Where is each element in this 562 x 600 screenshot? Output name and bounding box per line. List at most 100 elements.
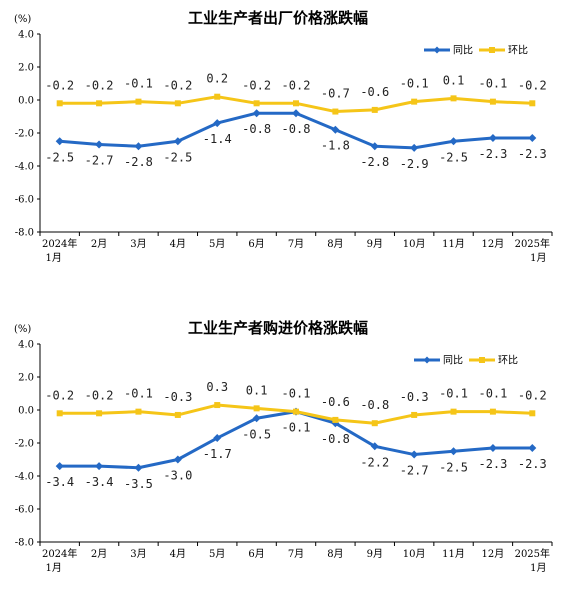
legend-marker bbox=[423, 356, 431, 364]
y-tick-label: -2.0 bbox=[15, 439, 34, 450]
data-point bbox=[529, 100, 536, 107]
data-label: -0.1 bbox=[282, 421, 311, 435]
data-point bbox=[450, 95, 457, 102]
data-label: -0.8 bbox=[282, 122, 311, 136]
y-tick-label: -8.0 bbox=[15, 228, 34, 239]
x-tick-label: 11月 bbox=[442, 238, 465, 250]
data-point bbox=[135, 408, 142, 415]
x-tick-label: 9月 bbox=[367, 548, 383, 560]
legend-label: 环比 bbox=[508, 45, 528, 57]
legend: 同比 环比 bbox=[414, 355, 518, 367]
x-tick-label: 11月 bbox=[442, 548, 465, 560]
data-point bbox=[410, 143, 419, 152]
x-tick-label: 2月 bbox=[91, 548, 107, 560]
data-label: 0.3 bbox=[206, 380, 228, 394]
x-tick-label: 1月 bbox=[530, 562, 546, 574]
x-tick-label: 7月 bbox=[288, 548, 304, 560]
data-label: -0.8 bbox=[242, 122, 271, 136]
legend-label: 环比 bbox=[498, 355, 518, 367]
data-label: -0.8 bbox=[321, 432, 350, 446]
x-tick-label: 8月 bbox=[327, 548, 343, 560]
data-label: -0.2 bbox=[85, 388, 114, 402]
x-tick-label: 2025年 bbox=[515, 547, 550, 560]
data-point bbox=[449, 447, 458, 456]
x-tick-label: 1月 bbox=[530, 252, 546, 264]
data-label: 0.2 bbox=[206, 72, 228, 86]
x-tick-label: 3月 bbox=[130, 548, 146, 560]
data-label: -0.7 bbox=[321, 87, 350, 101]
data-label: -2.9 bbox=[400, 157, 429, 171]
x-tick-label: 9月 bbox=[367, 238, 383, 250]
y-tick-label: -4.0 bbox=[15, 472, 34, 483]
data-label: -2.7 bbox=[85, 154, 114, 168]
data-point bbox=[292, 109, 300, 118]
x-tick-label: 6月 bbox=[248, 548, 264, 560]
data-point bbox=[450, 408, 457, 415]
data-point bbox=[134, 142, 143, 151]
y-tick-label: -8.0 bbox=[15, 538, 34, 549]
data-point bbox=[293, 100, 299, 107]
legend-marker bbox=[433, 46, 441, 54]
data-point bbox=[489, 408, 496, 415]
data-point bbox=[174, 100, 181, 107]
data-point bbox=[134, 463, 143, 472]
x-tick-label: 10月 bbox=[403, 238, 426, 250]
ppi-chart: 工业生产者出厂价格涨跌幅 (%) 4.0 2.0 0.0 -2.0 -4.0 -6.0 -8.0… bbox=[0, 0, 562, 290]
y-tick-label: -4.0 bbox=[15, 162, 34, 173]
data-point bbox=[371, 420, 378, 427]
data-label: -1.7 bbox=[203, 447, 232, 461]
data-label: -0.2 bbox=[45, 78, 74, 92]
data-point bbox=[293, 408, 299, 415]
data-point bbox=[528, 443, 537, 452]
data-label: -0.1 bbox=[124, 387, 153, 401]
data-label: -2.5 bbox=[45, 150, 74, 164]
data-label: -2.3 bbox=[518, 457, 547, 471]
data-label: 0.1 bbox=[246, 383, 268, 397]
data-label: -2.5 bbox=[439, 460, 468, 474]
legend: 同比 环比 bbox=[424, 45, 528, 57]
data-label: -0.1 bbox=[439, 387, 468, 401]
legend-label: 同比 bbox=[443, 355, 463, 367]
data-point bbox=[55, 462, 64, 471]
data-label: -2.8 bbox=[124, 155, 153, 169]
data-point bbox=[489, 98, 496, 105]
data-point bbox=[213, 434, 222, 443]
data-point bbox=[174, 411, 181, 418]
x-tick-label: 1月 bbox=[46, 252, 62, 264]
data-point bbox=[410, 450, 419, 459]
x-tick-label: 5月 bbox=[209, 548, 225, 560]
purchase-price-chart-svg: 工业生产者购进价格涨跌幅 (%) 4.0 2.0 0.0 -2.0 -4.0 -6.0 -8.0… bbox=[14, 319, 553, 574]
x-tick-label: 2025年 bbox=[515, 237, 550, 250]
data-label: -0.2 bbox=[163, 78, 192, 92]
data-label: -3.4 bbox=[85, 475, 114, 489]
data-label: -1.4 bbox=[203, 132, 232, 146]
legend-label: 同比 bbox=[453, 45, 473, 57]
data-point bbox=[488, 443, 497, 452]
data-point bbox=[528, 133, 537, 142]
x-tick-label: 12月 bbox=[482, 238, 505, 250]
data-point bbox=[332, 416, 339, 423]
data-point bbox=[370, 142, 379, 151]
data-point bbox=[56, 100, 63, 107]
x-tick-label: 7月 bbox=[288, 238, 304, 250]
y-tick-label: 0.0 bbox=[18, 406, 34, 417]
data-label: -0.1 bbox=[478, 77, 507, 91]
data-point bbox=[370, 442, 379, 451]
data-label: -2.8 bbox=[360, 155, 389, 169]
data-label: -2.2 bbox=[360, 455, 389, 469]
x-tick-label: 2月 bbox=[91, 238, 107, 250]
x-tick-label: 8月 bbox=[327, 238, 343, 250]
data-label: -2.3 bbox=[518, 147, 547, 161]
x-tick-label: 2024年 bbox=[42, 547, 77, 560]
data-label: -0.1 bbox=[478, 387, 507, 401]
data-point bbox=[411, 98, 418, 105]
data-label: -2.3 bbox=[478, 457, 507, 471]
data-point bbox=[252, 414, 261, 423]
data-label: -3.4 bbox=[45, 475, 74, 489]
data-point bbox=[95, 140, 104, 149]
x-tick-label: 1月 bbox=[46, 562, 62, 574]
y-tick-label: 2.0 bbox=[18, 373, 34, 384]
data-label: -0.1 bbox=[400, 77, 429, 91]
ppi-chart-svg: 工业生产者出厂价格涨跌幅 (%) 4.0 2.0 0.0 -2.0 -4.0 -6.0 -8.0… bbox=[14, 9, 553, 264]
data-label: -0.6 bbox=[321, 395, 350, 409]
